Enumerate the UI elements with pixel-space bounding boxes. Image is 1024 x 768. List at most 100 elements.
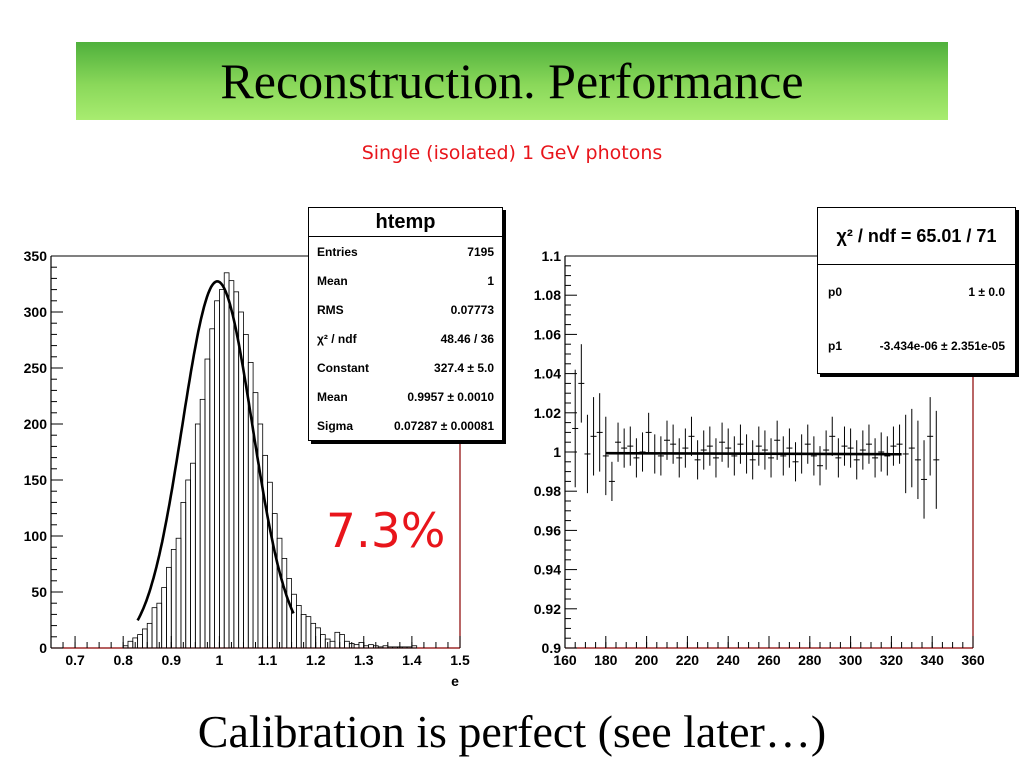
fit-stats-box: χ² / ndf = 65.01 / 71 p0 1 ± 0.0 p1 -3.434e…	[817, 207, 1016, 374]
x-tick-label: 1	[216, 652, 224, 668]
histogram-bar	[151, 607, 158, 649]
histogram-bar	[190, 462, 196, 649]
y-tick-label: 1.06	[534, 326, 561, 342]
slide-footer: Calibration is perfect (see later…)	[197, 706, 827, 757]
histogram-bar	[339, 634, 345, 649]
histogram-bar	[334, 631, 341, 649]
y-tick-label: 1.08	[534, 287, 561, 303]
stats-row-value: 1	[487, 273, 494, 288]
histogram-bar	[271, 513, 278, 649]
histogram-bar	[175, 537, 182, 649]
histogram-bar	[295, 605, 302, 649]
slide-subtitle: Single (isolated) 1 GeV photons	[361, 142, 663, 164]
stats-row: Entries 7195	[309, 237, 502, 266]
stats-row-label: Sigma	[317, 418, 354, 433]
x-tick-label: 1.2	[306, 652, 326, 668]
histogram-bar	[156, 602, 163, 649]
histogram-bar	[214, 300, 220, 649]
histogram-bar	[363, 645, 369, 649]
stats-row-value: 48.46 / 36	[440, 331, 494, 346]
y-tick-label: 0.94	[534, 562, 561, 578]
y-tick-label: 250	[24, 360, 48, 376]
histogram-bar	[305, 616, 312, 649]
histogram-bar	[161, 587, 167, 649]
histogram-bar	[315, 627, 321, 649]
stats-row-label: Mean	[317, 389, 348, 404]
x-tick-label: 0.9	[162, 652, 182, 668]
x-tick-label: 320	[880, 652, 904, 668]
y-tick-label: 350	[24, 248, 48, 264]
stats-row: p1 -3.434e-06 ± 2.351e-05	[818, 319, 1015, 373]
histogram-bar	[320, 634, 326, 649]
x-tick-label: 1.3	[354, 652, 374, 668]
x-tick-label: 240	[717, 652, 741, 668]
stats-row-value: 1 ± 0.0	[968, 285, 1005, 299]
histogram-bar	[310, 622, 317, 649]
histogram-bar	[286, 578, 292, 649]
histogram-bar	[137, 634, 143, 649]
stats-row: p0 1 ± 0.0	[818, 265, 1015, 319]
histogram-bar	[267, 481, 273, 649]
stats-row-value: 0.07773	[450, 302, 494, 317]
resolution-label: 7.3%	[326, 504, 446, 559]
histogram-bar	[358, 642, 365, 649]
histogram-bar	[204, 358, 211, 649]
y-tick-label: 150	[24, 472, 48, 488]
histogram-bar	[142, 628, 148, 649]
histogram-bar	[209, 328, 216, 649]
x-tick-label: 260	[757, 652, 781, 668]
linear-fit-line	[605, 451, 902, 456]
y-tick-label: 0	[39, 640, 47, 656]
x-tick-label: 220	[676, 652, 700, 668]
stats-row: Mean 0.9957 ± 0.0010	[309, 382, 502, 411]
histogram-bar	[344, 640, 350, 649]
stats-row: Mean 1	[309, 266, 502, 295]
slide-title: Reconstruction. Performance	[220, 53, 804, 109]
stats-row-value: 7195	[467, 244, 494, 259]
histogram-bar	[382, 645, 389, 649]
stats-row-value: 0.07287 ± 0.00081	[393, 418, 494, 433]
x-tick-label: 280	[798, 652, 822, 668]
x-tick-label: 160	[553, 652, 577, 668]
gaussian-fit-line	[136, 279, 295, 622]
histogram-bar	[122, 645, 129, 649]
x-axis-label: e	[451, 673, 459, 689]
x-tick-label: 360	[961, 652, 985, 668]
histogram-bar	[199, 398, 206, 649]
y-tick-label: 1	[553, 444, 561, 460]
stats-row-label: χ² / ndf	[317, 331, 357, 346]
histogram-bar	[262, 454, 268, 649]
y-tick-label: 0.92	[534, 601, 561, 617]
histogram-bar	[180, 501, 187, 649]
x-tick-label: 300	[839, 652, 863, 668]
y-tick-label: 200	[24, 416, 48, 432]
x-tick-label: 1.5	[450, 652, 470, 668]
histogram-bar	[329, 640, 336, 649]
histogram-bar	[194, 423, 201, 649]
stats-row-value: 327.4 ± 5.0	[434, 360, 494, 375]
fit-chi2-title: χ² / ndf = 65.01 / 71	[818, 208, 1015, 265]
x-tick-label: 200	[635, 652, 659, 668]
stats-row-value: -3.434e-06 ± 2.351e-05	[879, 339, 1005, 353]
y-tick-label: 300	[24, 304, 48, 320]
x-tick-label: 1.1	[258, 652, 278, 668]
histogram-bar	[281, 558, 288, 649]
stats-row: Sigma 0.07287 ± 0.00081	[309, 411, 502, 440]
x-tick-label: 0.7	[65, 652, 85, 668]
y-tick-label: 0.96	[534, 522, 561, 538]
stats-row-value: 0.9957 ± 0.0010	[407, 389, 494, 404]
histogram-stats-box: htemp Entries 7195 Mean 1 RMS 0.07773 χ² / ndf…	[308, 207, 503, 441]
histogram-bar	[146, 622, 153, 649]
histogram-bar	[166, 566, 172, 649]
histogram-bar	[185, 479, 191, 649]
y-tick-label: 50	[31, 584, 47, 600]
x-tick-label: 1.4	[402, 652, 422, 668]
histogram-bar	[219, 289, 225, 649]
stats-row: Constant 327.4 ± 5.0	[309, 353, 502, 382]
histogram-bar	[291, 593, 297, 649]
title-banner: Reconstruction. Performance	[76, 42, 948, 120]
y-tick-label: 0.9	[542, 640, 562, 656]
histogram-bar	[228, 280, 235, 649]
stats-row-label: p0	[828, 285, 843, 299]
stats-row-label: Entries	[317, 244, 358, 259]
